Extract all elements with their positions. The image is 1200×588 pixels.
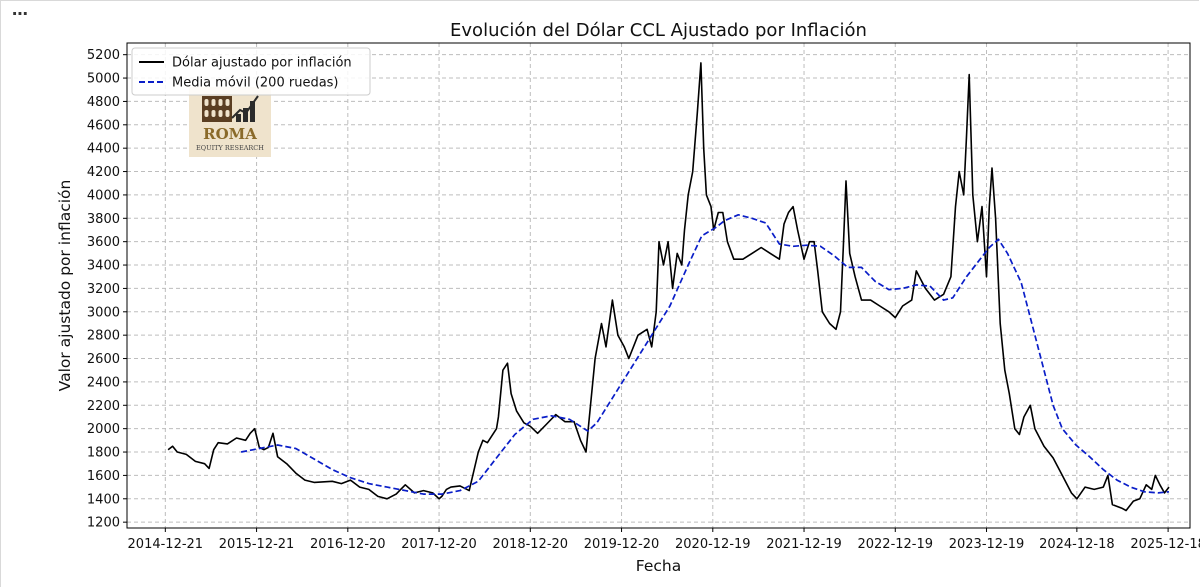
legend-box [131, 47, 371, 96]
y-axis: 1200 1400 1600 1800 2000 2200 2400 2600 2800 3000… [87, 48, 127, 531]
y-tick-label: 3000 [87, 305, 120, 320]
logo-subtext: EQUITY RESEARCH [196, 144, 264, 152]
arch [211, 99, 216, 106]
y-tick-label: 4800 [87, 95, 120, 110]
series-line-2 [240, 213, 1170, 495]
x-axis: 2014-12-21 2015-12-21 2016-12-20 2017-12-20… [128, 528, 1200, 552]
x-tick-label: 2020-12-19 [675, 537, 751, 552]
y-tick-label: 2000 [87, 422, 120, 437]
x-tick-label: 2016-12-20 [310, 537, 386, 552]
arch [225, 99, 230, 106]
y-tick-label: 4000 [87, 188, 120, 203]
x-axis-label: Fecha [636, 557, 681, 575]
x-tick-label: 2023-12-19 [949, 537, 1025, 552]
legend-label-series-1: Dólar ajustado por inflación [172, 56, 352, 71]
y-tick-label: 3400 [87, 259, 120, 274]
y-tick-label: 3600 [87, 235, 120, 250]
x-tick-label: 2017-12-20 [401, 537, 477, 552]
y-tick-label: 4200 [87, 165, 120, 180]
x-tick-label: 2018-12-20 [493, 537, 569, 552]
x-tick-label: 2025-12-18 [1130, 537, 1200, 552]
legend: Dólar ajustado por inflación Media móvil… [131, 47, 371, 96]
x-tick-label: 2019-12-20 [584, 537, 660, 552]
y-tick-label: 4400 [87, 142, 120, 157]
y-tick-label: 1400 [87, 492, 120, 507]
arch [218, 110, 223, 117]
series-group [167, 62, 1170, 512]
x-tick-label: 2014-12-21 [128, 537, 204, 552]
y-tick-label: 3800 [87, 212, 120, 227]
y-tick-label: 1600 [87, 469, 120, 484]
arch [211, 110, 216, 117]
y-axis-label: Valor ajustado por inflación [56, 180, 74, 392]
arch [225, 110, 230, 117]
bar-icon [250, 101, 255, 122]
x-tick-label: 2015-12-21 [219, 537, 295, 552]
y-tick-label: 1200 [87, 516, 120, 531]
y-tick-label: 5000 [87, 72, 120, 87]
bar-icon [236, 114, 241, 122]
chart-title: Evolución del Dólar CCL Ajustado por Inf… [450, 20, 867, 41]
x-tick-label: 2022-12-19 [857, 537, 933, 552]
y-tick-label: 4600 [87, 118, 120, 133]
y-tick-label: 2400 [87, 375, 120, 390]
series-line-1 [167, 62, 1170, 512]
y-tick-label: 2800 [87, 329, 120, 344]
grid [127, 43, 1190, 528]
legend-label-series-2: Media móvil (200 ruedas) [172, 76, 339, 91]
y-tick-label: 3200 [87, 282, 120, 297]
bar-icon [243, 108, 248, 122]
logo-text: ROMA [203, 125, 257, 143]
y-tick-label: 2600 [87, 352, 120, 367]
plot-area [126, 42, 1191, 529]
arch [204, 110, 209, 117]
trend-arrow-icon [231, 95, 259, 119]
x-tick-label: 2021-12-19 [766, 537, 842, 552]
y-tick-label: 5200 [87, 48, 120, 63]
x-tick-label: 2024-12-18 [1039, 537, 1115, 552]
ellipsis-icon[interactable]: ⋯ [12, 4, 29, 23]
arch [204, 99, 209, 106]
y-tick-label: 1800 [87, 446, 120, 461]
arch [218, 99, 223, 106]
y-tick-label: 2200 [87, 399, 120, 414]
